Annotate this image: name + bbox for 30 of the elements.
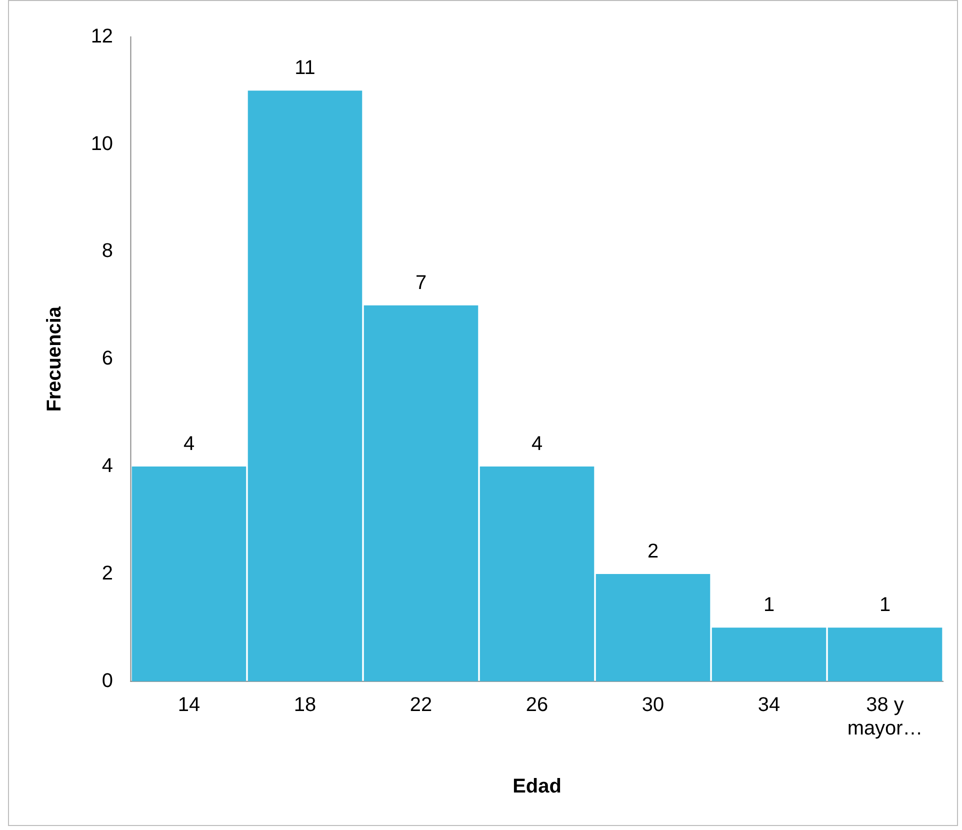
x-tick-label: 34 — [758, 694, 780, 716]
bar — [596, 574, 710, 682]
y-tick-label: 10 — [90, 132, 114, 155]
y-tick-label: 2 — [102, 562, 114, 584]
bar — [712, 628, 826, 682]
bar — [480, 466, 594, 682]
x-tick-label: 14 — [178, 694, 200, 716]
x-tick-label: 22 — [410, 694, 432, 716]
data-label: 1 — [763, 594, 775, 616]
data-label: 11 — [294, 57, 316, 80]
y-tick-label: 4 — [102, 455, 114, 478]
y-tick-label: 8 — [102, 240, 114, 262]
data-label: 4 — [531, 433, 543, 456]
data-label: 1 — [879, 594, 891, 616]
bar — [132, 466, 246, 682]
x-tick-label: 30 — [642, 694, 664, 716]
x-axis-title: Edad — [512, 776, 562, 798]
bar — [248, 90, 362, 682]
bar — [364, 305, 478, 682]
bar — [828, 628, 942, 682]
data-label: 2 — [647, 540, 659, 562]
y-axis-title: Frecuencia — [43, 306, 66, 412]
x-tick-label: 26 — [526, 694, 548, 716]
data-label: 7 — [415, 272, 427, 294]
x-tick-label: 18 — [294, 694, 316, 716]
data-label: 4 — [183, 433, 195, 456]
x-tick-label: 38 y mayor… — [847, 694, 923, 740]
y-tick-label: 12 — [90, 25, 114, 48]
y-tick-label: 0 — [102, 670, 114, 692]
y-tick-label: 6 — [102, 348, 114, 370]
